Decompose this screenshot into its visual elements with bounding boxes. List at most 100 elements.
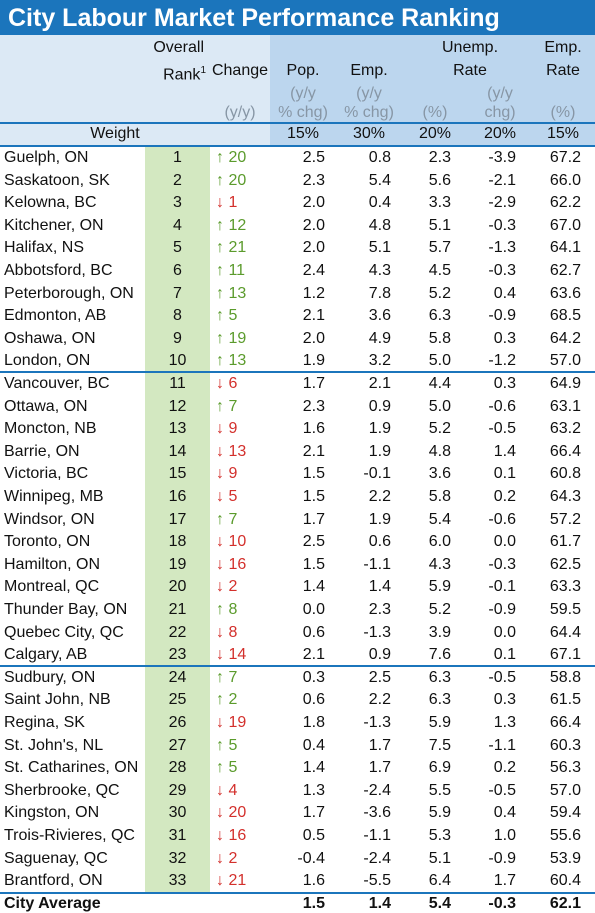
value: 4.9 [368, 329, 391, 347]
value: 63.6 [549, 284, 581, 302]
value: -1.1 [488, 736, 516, 754]
header-unit: chg) [484, 104, 516, 121]
rank: 23 [168, 646, 187, 664]
value: 0.8 [368, 149, 391, 166]
value: 2.1 [302, 442, 325, 460]
rank: 13 [168, 420, 187, 438]
header-label: Pop. [286, 62, 320, 79]
value: 64.4 [549, 623, 581, 641]
average-value: -0.3 [488, 895, 516, 912]
header-bg [0, 35, 270, 146]
value: 1.9 [368, 510, 391, 528]
average-value: 5.4 [428, 895, 451, 912]
value: -5.5 [363, 872, 391, 890]
value: -1.3 [363, 623, 391, 641]
city-name: Winnipeg, MB [4, 488, 104, 505]
value: 2.0 [302, 239, 325, 257]
value: 59.4 [549, 804, 581, 822]
value: -0.4 [297, 849, 325, 867]
value: 1.3 [493, 714, 516, 731]
rank: 8 [173, 307, 182, 325]
city-name: Abbotsford, BC [4, 262, 113, 279]
value: 61.5 [549, 691, 581, 709]
value: 3.9 [428, 623, 451, 641]
weight-value: 20% [483, 125, 517, 142]
value: -0.3 [488, 555, 516, 573]
weight-value: 20% [418, 125, 452, 142]
header-label: Emp. [544, 39, 582, 56]
rank-change: ↓ 20 [216, 804, 247, 822]
rank: 33 [168, 872, 187, 890]
value: 60.4 [549, 872, 581, 890]
header-label: Rate [546, 62, 580, 79]
rank: 12 [168, 397, 187, 415]
value: 3.3 [428, 194, 451, 212]
value: -1.2 [488, 352, 516, 370]
value: 53.9 [549, 849, 581, 867]
value: 4.3 [368, 262, 391, 279]
value: 2.0 [302, 194, 325, 212]
value: -0.6 [488, 510, 516, 528]
value: -2.4 [363, 781, 391, 799]
value: 4.8 [428, 442, 451, 460]
rank-change: ↓ 2 [216, 578, 238, 596]
rank: 28 [168, 759, 187, 777]
value: -1.3 [363, 714, 391, 731]
value: 63.1 [549, 397, 581, 415]
rank-column-bg [145, 146, 210, 893]
value: 1.5 [302, 555, 325, 573]
value: 68.5 [549, 307, 581, 325]
rank-change: ↑ 7 [216, 397, 238, 415]
value: 64.1 [549, 239, 581, 257]
value: 6.9 [428, 759, 451, 777]
value: -2.4 [363, 849, 391, 867]
value: 0.4 [493, 804, 516, 822]
value: 1.7 [493, 872, 516, 890]
city-name: Kelowna, BC [4, 194, 97, 212]
rank-change: ↓ 21 [216, 872, 247, 890]
value: 0.6 [302, 691, 325, 709]
rank: 24 [168, 668, 187, 686]
value: 2.0 [302, 329, 325, 347]
value: 0.2 [493, 488, 516, 505]
value: 0.2 [493, 759, 516, 777]
rank-change: ↓ 10 [216, 533, 247, 551]
rank-change: ↑ 12 [216, 216, 247, 234]
divider [0, 145, 595, 147]
value: 5.8 [428, 329, 451, 347]
value: 2.0 [302, 216, 325, 234]
value: 1.4 [368, 578, 391, 596]
value: 1.7 [368, 759, 391, 777]
value: 1.7 [302, 510, 325, 528]
value: 1.9 [302, 352, 325, 370]
rank: 1 [173, 149, 182, 166]
value: 0.4 [493, 284, 516, 302]
footnote-mark: 1 [200, 65, 206, 76]
value: 0.3 [302, 668, 325, 686]
value: 2.1 [368, 375, 391, 392]
value: 1.9 [368, 420, 391, 438]
value: 1.5 [302, 465, 325, 483]
value: 64.3 [549, 488, 581, 505]
city-name: Saint John, NB [4, 691, 111, 709]
city-name: Hamilton, ON [4, 555, 101, 573]
header-label: Rank [163, 66, 201, 84]
average-value: 1.4 [368, 895, 391, 912]
value: 3.6 [428, 465, 451, 483]
average-label: City Average [4, 895, 101, 912]
value: 5.2 [428, 601, 451, 618]
value: 64.2 [549, 329, 581, 347]
value: 1.6 [302, 872, 325, 890]
rank: 3 [173, 194, 182, 212]
value: 0.9 [368, 397, 391, 415]
value: 5.1 [428, 849, 451, 867]
value: 62.7 [549, 262, 581, 279]
rank-change: ↓ 9 [216, 420, 238, 438]
value: 57.0 [549, 352, 581, 370]
value: 4.8 [368, 216, 391, 234]
value: 2.4 [302, 262, 325, 279]
value: 66.4 [549, 714, 581, 731]
value: 63.3 [549, 578, 581, 596]
rank-change: ↓ 9 [216, 465, 238, 483]
rank: 5 [173, 239, 182, 257]
